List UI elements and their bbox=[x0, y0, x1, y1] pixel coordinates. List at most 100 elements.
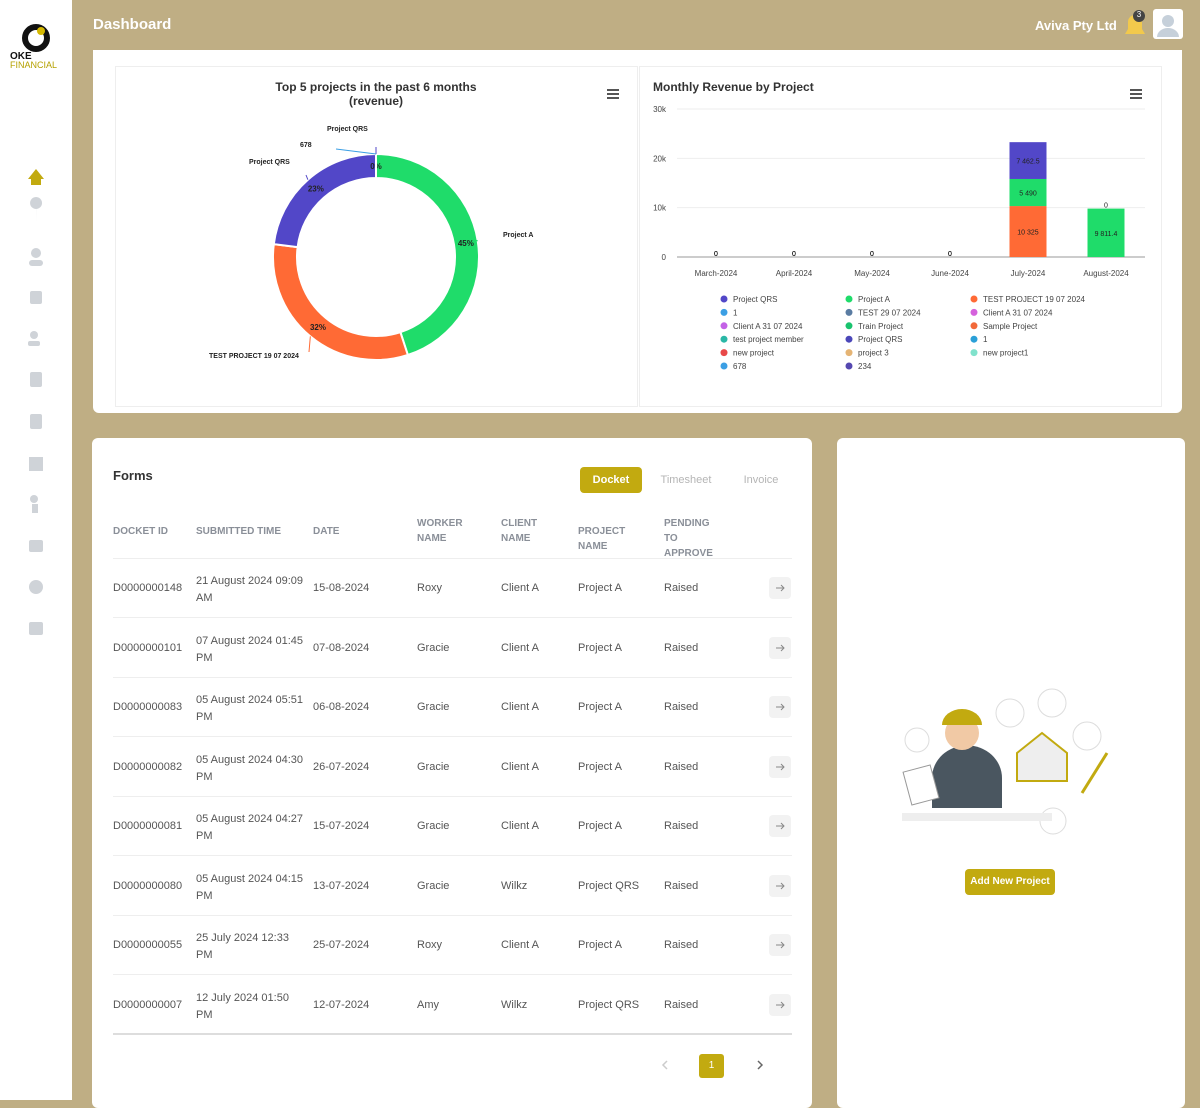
column-header: WORKER NAME bbox=[417, 518, 463, 544]
legend-label: 1 bbox=[983, 335, 988, 344]
slice-name: Project A bbox=[503, 232, 533, 239]
company-name[interactable]: Aviva Pty Ltd bbox=[1035, 18, 1117, 33]
y-tick-label: 30k bbox=[653, 105, 667, 114]
title-line: Top 5 projects in the past 6 months bbox=[275, 80, 476, 94]
table-cell: Raised bbox=[664, 582, 699, 594]
bar-value-label: 0 bbox=[792, 251, 796, 258]
legend-marker bbox=[720, 295, 728, 303]
table-cell: Gracie bbox=[417, 879, 450, 892]
tab[interactable]: Docket bbox=[580, 467, 642, 493]
table-cell: Project A bbox=[578, 641, 623, 654]
tab[interactable]: Invoice bbox=[743, 474, 779, 486]
slice-value-label: 32% bbox=[310, 323, 326, 332]
logo-line2: FINANCIAL bbox=[10, 60, 58, 70]
table-cell: D0000000083 bbox=[113, 701, 183, 713]
table-cell: Raised bbox=[664, 998, 699, 1011]
legend-label: new project1 bbox=[983, 349, 1029, 358]
table-cell: Project QRS bbox=[578, 879, 640, 892]
table-cell: 25 July 2024 12:33 PM bbox=[196, 932, 289, 961]
bell[interactable] bbox=[1120, 8, 1150, 40]
row-open-button[interactable] bbox=[769, 577, 791, 599]
menu-icon bbox=[1130, 89, 1142, 91]
avatar[interactable] bbox=[1153, 9, 1183, 39]
chart-title: Top 5 projects in the past 6 months (reve… bbox=[275, 80, 476, 108]
column-header: DOCKET ID bbox=[113, 526, 168, 537]
column-header: PROJECT NAME bbox=[578, 526, 626, 552]
bar-value-label: 0 bbox=[948, 251, 952, 258]
table-cell: 21 August 2024 09:09 AM bbox=[196, 575, 304, 604]
x-tick-label: April-2024 bbox=[776, 269, 813, 278]
row-open-button[interactable] bbox=[769, 755, 791, 778]
menu-icon bbox=[607, 97, 619, 99]
leader-line bbox=[305, 174, 309, 180]
slice-name: 678 bbox=[300, 142, 312, 149]
row-open-button[interactable] bbox=[769, 993, 791, 1016]
nav-icons[interactable] bbox=[24, 165, 48, 645]
table-cell: Raised bbox=[664, 879, 699, 892]
table-cell: Raised bbox=[664, 641, 699, 654]
tab[interactable]: Timesheet bbox=[660, 474, 712, 486]
row-open-button[interactable] bbox=[769, 815, 791, 837]
row-open-button[interactable] bbox=[769, 696, 791, 718]
bar-segment bbox=[1009, 206, 1047, 257]
row-open-button[interactable] bbox=[769, 636, 791, 659]
table-cell: Raised bbox=[664, 820, 699, 832]
chart-title: Monthly Revenue by Project bbox=[653, 80, 814, 94]
table-cell: Roxy bbox=[417, 582, 443, 594]
row-open-button[interactable] bbox=[769, 934, 791, 956]
slice-value-label: 45% bbox=[458, 239, 474, 248]
table-cell: Roxy bbox=[417, 939, 443, 951]
revenue-chart: Monthly Revenue by Project 0 10k 20k 30k Marc… bbox=[639, 66, 1162, 407]
leader-line bbox=[470, 238, 478, 242]
row-open-button[interactable] bbox=[769, 874, 791, 897]
legend-marker bbox=[720, 322, 728, 330]
table-cell: Project A bbox=[578, 939, 623, 951]
legend-marker bbox=[845, 335, 853, 343]
table-cell: Client A bbox=[501, 939, 539, 951]
table-cell: Gracie bbox=[417, 760, 450, 773]
row-divider bbox=[113, 855, 792, 856]
row-divider bbox=[113, 558, 792, 559]
bar-value-label: 7 462.5 bbox=[1016, 159, 1039, 166]
table-cell: 26-07-2024 bbox=[313, 760, 370, 773]
table-cell: D0000000081 bbox=[113, 820, 183, 832]
row-divider bbox=[113, 736, 792, 737]
table-cell: 05 August 2024 04:30 PM bbox=[196, 753, 304, 783]
slice-name: Project QRS bbox=[249, 159, 290, 166]
prev-page[interactable] bbox=[660, 1058, 670, 1072]
bar-value-label: 0 bbox=[792, 251, 796, 258]
table-cell: Client A bbox=[501, 582, 539, 594]
table-cell: Gracie bbox=[417, 641, 450, 654]
legend-label: Client A 31 07 2024 bbox=[733, 322, 803, 331]
table-cell: 05 August 2024 04:15 PM bbox=[196, 872, 304, 902]
table-bottom-line bbox=[113, 1033, 792, 1035]
legend-marker bbox=[970, 335, 978, 343]
legend-marker bbox=[720, 349, 728, 357]
legend-marker bbox=[720, 308, 728, 316]
table-cell: 12-07-2024 bbox=[313, 998, 370, 1011]
table-cell: Gracie bbox=[417, 820, 450, 832]
table-cell: Client A bbox=[501, 701, 539, 713]
bar-value-label: 0 bbox=[948, 251, 952, 258]
table-cell: 13-07-2024 bbox=[313, 879, 370, 892]
add-project-button[interactable]: Add New Project bbox=[965, 869, 1055, 895]
table-cell: Wilkz bbox=[501, 879, 528, 892]
table-cell: Amy bbox=[417, 998, 439, 1011]
logo-mark bbox=[22, 24, 50, 52]
table-cell: Raised bbox=[664, 760, 699, 773]
row-divider bbox=[113, 617, 792, 618]
sidebar: OKE FINANCIAL bbox=[0, 0, 72, 1100]
legend-marker bbox=[720, 335, 728, 343]
menu-icon bbox=[1130, 97, 1142, 99]
notification-count: 3 bbox=[1136, 10, 1142, 19]
bar-value-label: 0 bbox=[714, 251, 718, 258]
column-header: SUBMITTED TIME bbox=[196, 526, 281, 537]
legend-marker bbox=[720, 362, 728, 370]
table-cell: D0000000080 bbox=[113, 879, 183, 892]
next-page[interactable] bbox=[755, 1058, 765, 1072]
current-page[interactable]: 1 bbox=[699, 1054, 724, 1078]
bar-segment bbox=[1009, 178, 1047, 207]
row-divider bbox=[113, 676, 792, 678]
project-card: Add New Project bbox=[837, 438, 1185, 1108]
